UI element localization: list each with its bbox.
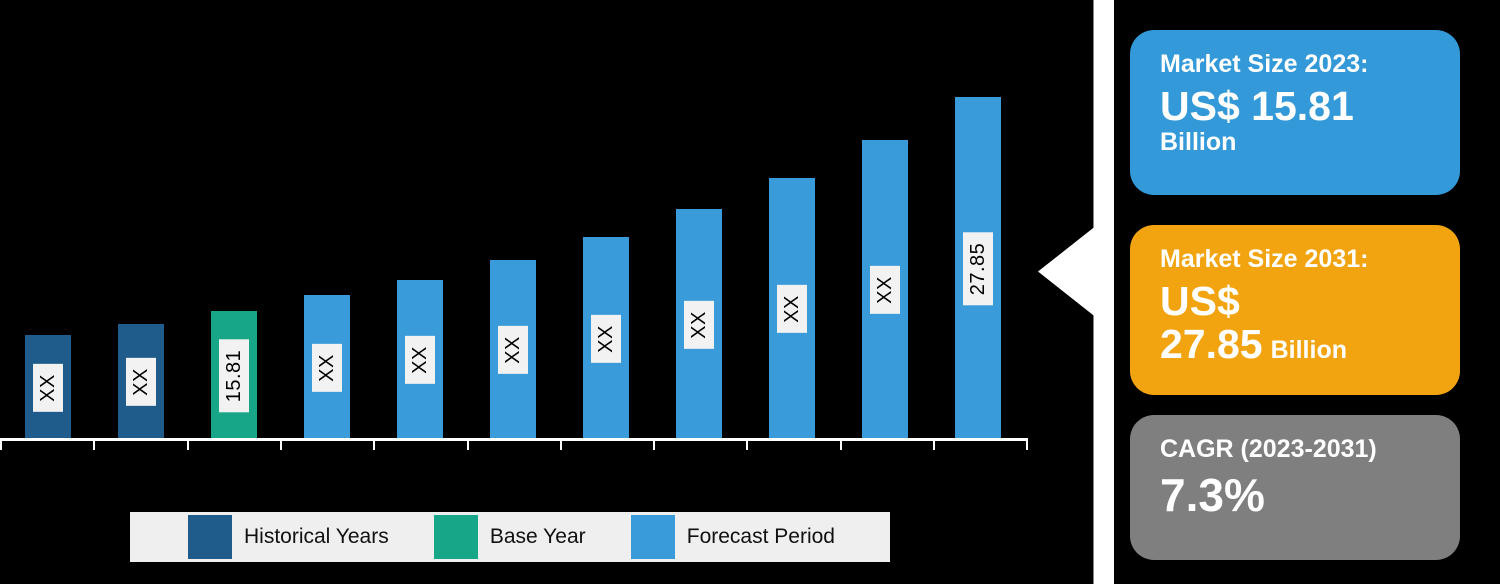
bar-forecast: XX bbox=[862, 140, 908, 440]
bar-value-label: 15.81 bbox=[219, 339, 249, 412]
axis-tick bbox=[279, 441, 282, 450]
bar-value-label: XX bbox=[498, 326, 528, 374]
card-value-text: US$ 27.85 bbox=[1160, 278, 1263, 368]
card-unit: Billion bbox=[1160, 128, 1237, 157]
legend-swatch-historical bbox=[188, 515, 232, 559]
bar-value-label: XX bbox=[684, 300, 714, 349]
callout-arrow bbox=[1038, 0, 1114, 584]
axis-tick bbox=[186, 441, 189, 450]
chart-legend: Historical Years Base Year Forecast Period bbox=[130, 512, 890, 562]
bar-base: 15.81 bbox=[211, 311, 257, 440]
axis-tick bbox=[933, 441, 935, 450]
bar-value-label: XX bbox=[126, 358, 156, 406]
bar-forecast: XX bbox=[490, 260, 536, 440]
bar-value-label: 27.85 bbox=[963, 232, 993, 305]
card-title: CAGR (2023-2031) bbox=[1160, 435, 1377, 463]
axis-tick bbox=[653, 441, 656, 450]
bar-forecast: XX bbox=[397, 280, 443, 440]
legend-label: Base Year bbox=[489, 525, 586, 548]
bar-forecast: 27.85 bbox=[955, 97, 1001, 440]
legend-label: Forecast Period bbox=[686, 525, 835, 548]
market-size-2031-card: Market Size 2031: US$ 27.85 Billion bbox=[1130, 225, 1460, 395]
x-axis-line bbox=[0, 438, 1028, 441]
card-value: 7.3% bbox=[1160, 469, 1265, 521]
axis-tick bbox=[839, 441, 842, 450]
card-unit: Billion bbox=[1270, 336, 1347, 365]
card-title: Market Size 2031: bbox=[1160, 245, 1369, 273]
legend-label: Historical Years bbox=[244, 525, 389, 548]
legend-swatch-base bbox=[433, 515, 478, 559]
legend-swatch-forecast bbox=[630, 515, 675, 559]
card-value: US$ 15.81 bbox=[1160, 83, 1354, 129]
axis-tick bbox=[0, 441, 2, 450]
market-size-2023-card: Market Size 2023: US$ 15.81 Billion bbox=[1130, 30, 1460, 195]
bar-value-label: XX bbox=[405, 336, 435, 384]
bar-historical: XX bbox=[118, 324, 164, 440]
bar-value-label: XX bbox=[591, 314, 621, 363]
legend-item-historical: Historical Years bbox=[188, 515, 389, 559]
card-value: US$ 27.85 Billion bbox=[1160, 278, 1430, 368]
legend-item-base: Base Year bbox=[433, 515, 586, 559]
bar-value-label: XX bbox=[870, 266, 900, 314]
axis-tick bbox=[373, 441, 376, 450]
axis-tick bbox=[559, 441, 562, 450]
axis-tick bbox=[93, 441, 96, 450]
legend-item-forecast: Forecast Period bbox=[630, 515, 835, 559]
bar-historical: XX bbox=[25, 335, 71, 440]
bar-value-label: XX bbox=[777, 285, 807, 333]
bar-value-label: XX bbox=[312, 343, 342, 392]
bar-forecast: XX bbox=[583, 237, 629, 440]
bar-chart: XX XX 15.81 XX XX XX XX XX XX XX 27.85 bbox=[0, 97, 1029, 450]
axis-tick bbox=[466, 441, 469, 450]
bar-forecast: XX bbox=[304, 295, 350, 440]
bar-forecast: XX bbox=[769, 178, 815, 440]
cagr-card: CAGR (2023-2031) 7.3% bbox=[1130, 415, 1460, 560]
bar-forecast: XX bbox=[676, 209, 722, 440]
axis-tick bbox=[746, 441, 749, 450]
bar-value-label: XX bbox=[33, 363, 63, 412]
card-title: Market Size 2023: bbox=[1160, 50, 1369, 78]
axis-tick bbox=[1026, 441, 1029, 450]
